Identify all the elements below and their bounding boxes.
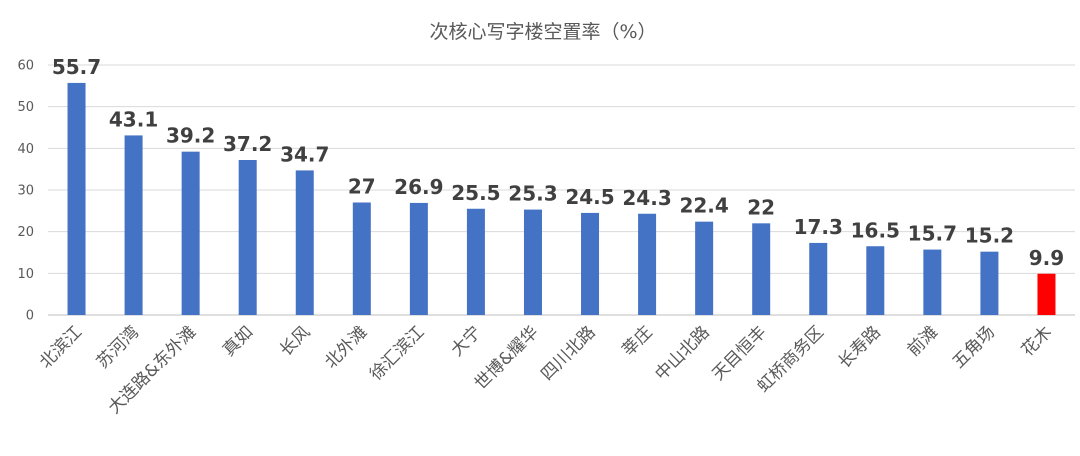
bar — [466, 208, 485, 315]
x-tick-label: 徐汇滨江 — [366, 322, 428, 384]
y-tick-label: 30 — [17, 184, 34, 199]
data-label: 17.3 — [794, 215, 843, 239]
data-label: 24.5 — [565, 185, 614, 209]
data-label: 43.1 — [109, 107, 158, 131]
x-tick-label: 五角场 — [949, 322, 999, 372]
data-label: 25.5 — [451, 181, 500, 205]
x-tick-label: 长寿路 — [835, 322, 885, 372]
data-label: 25.3 — [508, 182, 557, 206]
data-label: 15.7 — [908, 222, 957, 246]
bar — [866, 246, 885, 315]
y-tick-label: 20 — [17, 225, 34, 240]
y-tick-label: 0 — [26, 309, 34, 324]
data-labels: 55.7 43.1 39.2 37.2 34.7 27 26.9 25.5 25.3 24.5 24… — [52, 55, 1064, 270]
data-label: 26.9 — [394, 175, 443, 199]
bar — [1037, 273, 1056, 315]
x-tick-label: 四川北路 — [537, 322, 599, 384]
bar — [295, 170, 314, 315]
x-tick-label: 大宁 — [447, 322, 485, 360]
data-label: 39.2 — [166, 124, 215, 148]
bar — [238, 160, 257, 315]
bar — [752, 223, 771, 315]
x-tick-label: 北滨江 — [36, 322, 86, 372]
bar — [809, 242, 828, 315]
x-tick-label: 花木 — [1018, 322, 1056, 360]
x-tick-label: 前滩 — [904, 322, 942, 360]
bar — [67, 82, 86, 316]
bar — [980, 251, 999, 315]
x-tick-label: 真如 — [219, 322, 257, 360]
data-label: 22.4 — [679, 194, 728, 218]
data-label: 15.2 — [965, 224, 1014, 248]
bar — [923, 249, 942, 315]
x-tick-label: 中山北路 — [651, 322, 713, 384]
data-label: 24.3 — [622, 186, 671, 210]
x-tick-label: 莘庄 — [618, 322, 656, 360]
bar — [124, 135, 143, 315]
data-label: 9.9 — [1029, 246, 1064, 270]
y-axis-ticks: 0 10 20 30 40 50 60 — [17, 59, 34, 324]
chart-title: 次核心写字楼空置率（%） — [429, 21, 656, 43]
bars — [67, 82, 1056, 316]
x-tick-label: 长风 — [276, 322, 314, 360]
bar — [638, 213, 657, 315]
y-tick-label: 10 — [17, 267, 34, 282]
y-tick-label: 50 — [17, 100, 34, 115]
bar — [581, 212, 600, 315]
data-label: 34.7 — [280, 142, 329, 166]
bar — [409, 202, 428, 315]
y-tick-label: 60 — [17, 59, 34, 74]
data-label: 55.7 — [52, 55, 101, 79]
data-label: 27 — [348, 175, 376, 199]
bar — [352, 202, 371, 315]
y-tick-label: 40 — [17, 142, 34, 157]
bar — [181, 151, 200, 315]
x-tick-label: 苏河湾 — [93, 322, 143, 372]
data-label: 16.5 — [851, 218, 900, 242]
grid-lines — [48, 64, 1075, 316]
data-label: 22 — [747, 195, 775, 219]
data-label: 37.2 — [223, 132, 272, 156]
bar — [523, 209, 542, 315]
x-tick-label: 北外滩 — [321, 322, 371, 372]
bar — [695, 221, 714, 315]
